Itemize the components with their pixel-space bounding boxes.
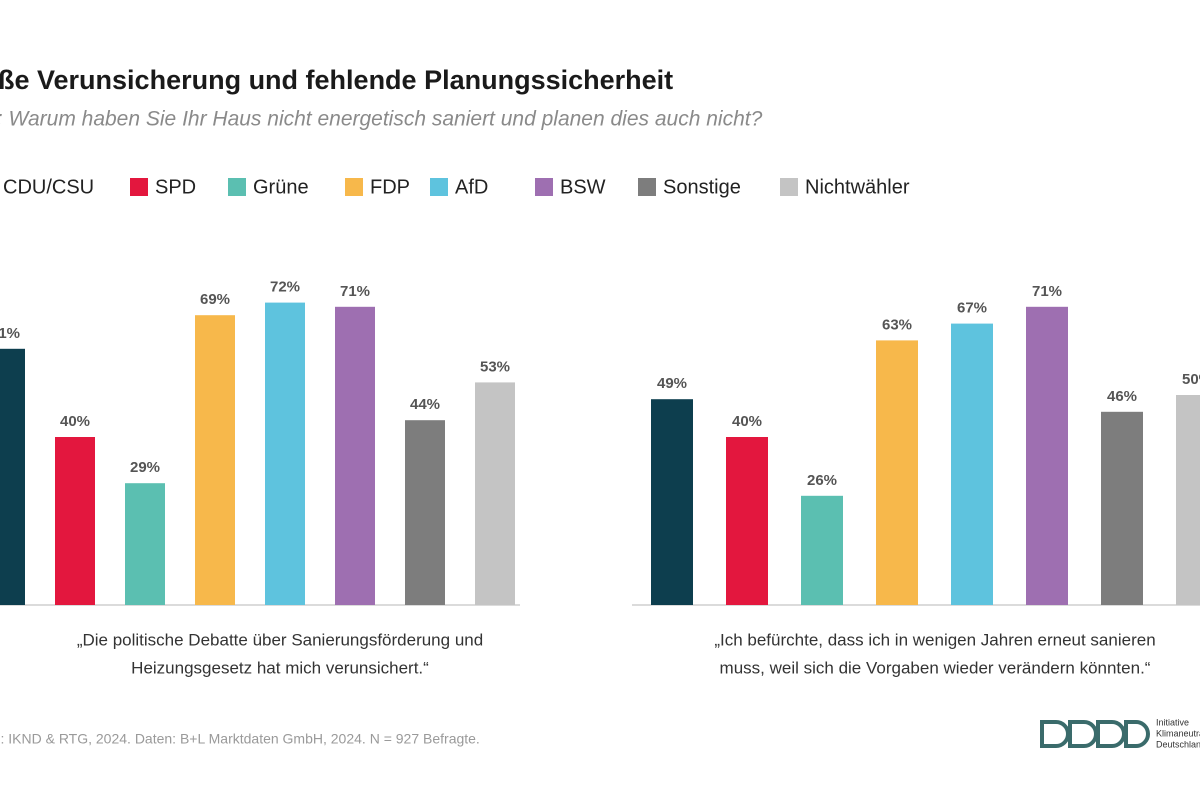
value-label: 72%	[270, 279, 300, 296]
value-label: 44%	[410, 396, 440, 413]
legend-label: Sonstige	[663, 176, 741, 198]
bar	[1026, 306, 1068, 605]
legend-label: BSW	[560, 176, 606, 198]
legend-swatch	[638, 178, 656, 196]
chart-title: Große Verunsicherung und fehlende Planun…	[0, 65, 673, 95]
bar	[475, 382, 515, 605]
bar	[801, 495, 843, 605]
caption: „Die politische Debatte über Sanierungsf…	[77, 630, 483, 649]
legend-swatch	[780, 178, 798, 196]
value-label: 69%	[200, 291, 230, 308]
bar	[1176, 395, 1200, 605]
legend-label: SPD	[155, 176, 196, 198]
value-label: 40%	[732, 413, 762, 430]
value-label: 49%	[657, 375, 687, 392]
caption: muss, weil sich die Vorgaben wieder verä…	[720, 658, 1151, 677]
legend-label: CDU/CSU	[3, 176, 94, 198]
legend-swatch	[430, 178, 448, 196]
bar	[876, 340, 918, 605]
caption: „Ich befürchte, dass ich in wenigen Jahr…	[714, 630, 1155, 649]
value-label: 29%	[130, 459, 160, 476]
source: Quelle: IKND & RTG, 2024. Daten: B+L Mar…	[0, 731, 480, 747]
legend-label: FDP	[370, 176, 410, 198]
logo-text: Deutschland	[1156, 739, 1200, 749]
bar	[335, 306, 375, 605]
value-label: 67%	[957, 300, 987, 317]
value-label: 26%	[807, 472, 837, 489]
legend-label: Nichtwähler	[805, 176, 910, 198]
bar	[1101, 411, 1143, 605]
value-label: 46%	[1107, 388, 1137, 405]
legend-swatch	[535, 178, 553, 196]
value-label: 40%	[60, 413, 90, 430]
chart-subtitle: Frage: Warum haben Sie Ihr Haus nicht en…	[0, 108, 763, 131]
value-label: 71%	[1032, 283, 1062, 300]
bar	[651, 399, 693, 605]
logo-shape	[1124, 720, 1150, 748]
value-label: 63%	[882, 316, 912, 333]
bar	[951, 323, 993, 605]
logo-shape	[1040, 720, 1070, 748]
value-label: 53%	[480, 358, 510, 375]
value-label: 71%	[340, 283, 370, 300]
value-label: 61%	[0, 325, 20, 342]
bar	[265, 302, 305, 605]
legend-label: AfD	[455, 176, 488, 198]
legend-label: Grüne	[253, 176, 309, 198]
bar	[55, 437, 95, 605]
legend-swatch	[345, 178, 363, 196]
logo	[1040, 720, 1150, 748]
bar	[0, 348, 25, 605]
caption: Heizungsgesetz hat mich verunsichert.“	[131, 658, 429, 677]
bar	[726, 437, 768, 605]
logo-text: Initiative	[1156, 717, 1189, 727]
bar	[125, 483, 165, 605]
legend-swatch	[228, 178, 246, 196]
logo-shape	[1096, 720, 1126, 748]
bar	[405, 420, 445, 605]
logo-shape	[1068, 720, 1098, 748]
bar	[195, 315, 235, 605]
value-label: 50%	[1182, 371, 1200, 388]
logo-text: Klimaneutrales	[1156, 728, 1200, 738]
legend-swatch	[130, 178, 148, 196]
